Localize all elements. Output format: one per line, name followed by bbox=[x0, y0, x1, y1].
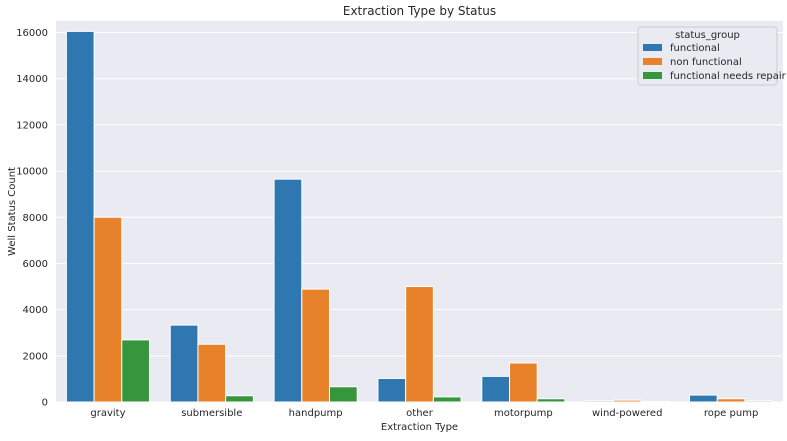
bar bbox=[537, 399, 565, 402]
bar bbox=[302, 289, 330, 402]
x-tick-label: rope pump bbox=[704, 408, 758, 419]
x-tick-label: gravity bbox=[90, 408, 125, 419]
y-tick-label: 2000 bbox=[23, 351, 48, 362]
y-tick-label: 12000 bbox=[16, 120, 48, 131]
bar bbox=[378, 378, 406, 402]
x-tick-label: submersible bbox=[181, 408, 242, 419]
y-tick-label: 8000 bbox=[23, 213, 48, 224]
bar bbox=[226, 396, 254, 402]
y-tick-label: 0 bbox=[42, 398, 48, 409]
legend-label: non functional bbox=[670, 57, 742, 68]
bar bbox=[170, 325, 198, 402]
legend: status_group functional non functional fun… bbox=[638, 27, 787, 85]
bar bbox=[690, 395, 718, 402]
legend-label: functional needs repair bbox=[670, 71, 787, 82]
bar bbox=[198, 344, 226, 402]
legend-title: status_group bbox=[675, 30, 740, 41]
x-tick-label: handpump bbox=[289, 408, 343, 419]
y-tick-label: 10000 bbox=[16, 167, 48, 178]
y-tick-label: 6000 bbox=[23, 259, 48, 270]
bar bbox=[94, 217, 122, 402]
bar bbox=[122, 340, 150, 402]
bar bbox=[66, 31, 94, 402]
x-tick-label: other bbox=[406, 408, 434, 419]
bar bbox=[745, 401, 773, 402]
chart-title: Extraction Type by Status bbox=[343, 4, 496, 18]
bar bbox=[274, 179, 302, 402]
bar bbox=[482, 376, 510, 402]
legend-swatch bbox=[643, 44, 662, 51]
bar bbox=[329, 387, 357, 402]
y-tick-label: 14000 bbox=[16, 74, 48, 85]
legend-label: functional bbox=[670, 43, 720, 54]
bar bbox=[717, 399, 745, 402]
y-tick-label: 4000 bbox=[23, 305, 48, 316]
x-tick-label: motorpump bbox=[494, 408, 553, 419]
y-axis-label: Well Status Count bbox=[7, 167, 18, 256]
legend-swatch bbox=[643, 58, 662, 65]
x-tick-label: wind-powered bbox=[592, 408, 662, 419]
legend-swatch bbox=[643, 72, 662, 79]
y-axis: 0 2000 4000 6000 8000 10000 12000 14000 16000 bbox=[16, 28, 48, 408]
y-tick-label: 16000 bbox=[16, 28, 48, 39]
bar bbox=[510, 363, 538, 402]
x-axis-label: Extraction Type bbox=[381, 422, 458, 433]
bar bbox=[613, 400, 641, 402]
bar bbox=[586, 401, 614, 402]
bar bbox=[406, 287, 434, 402]
x-axis: gravity submersible handpump other motorpump… bbox=[90, 408, 758, 419]
bar bbox=[433, 397, 461, 402]
